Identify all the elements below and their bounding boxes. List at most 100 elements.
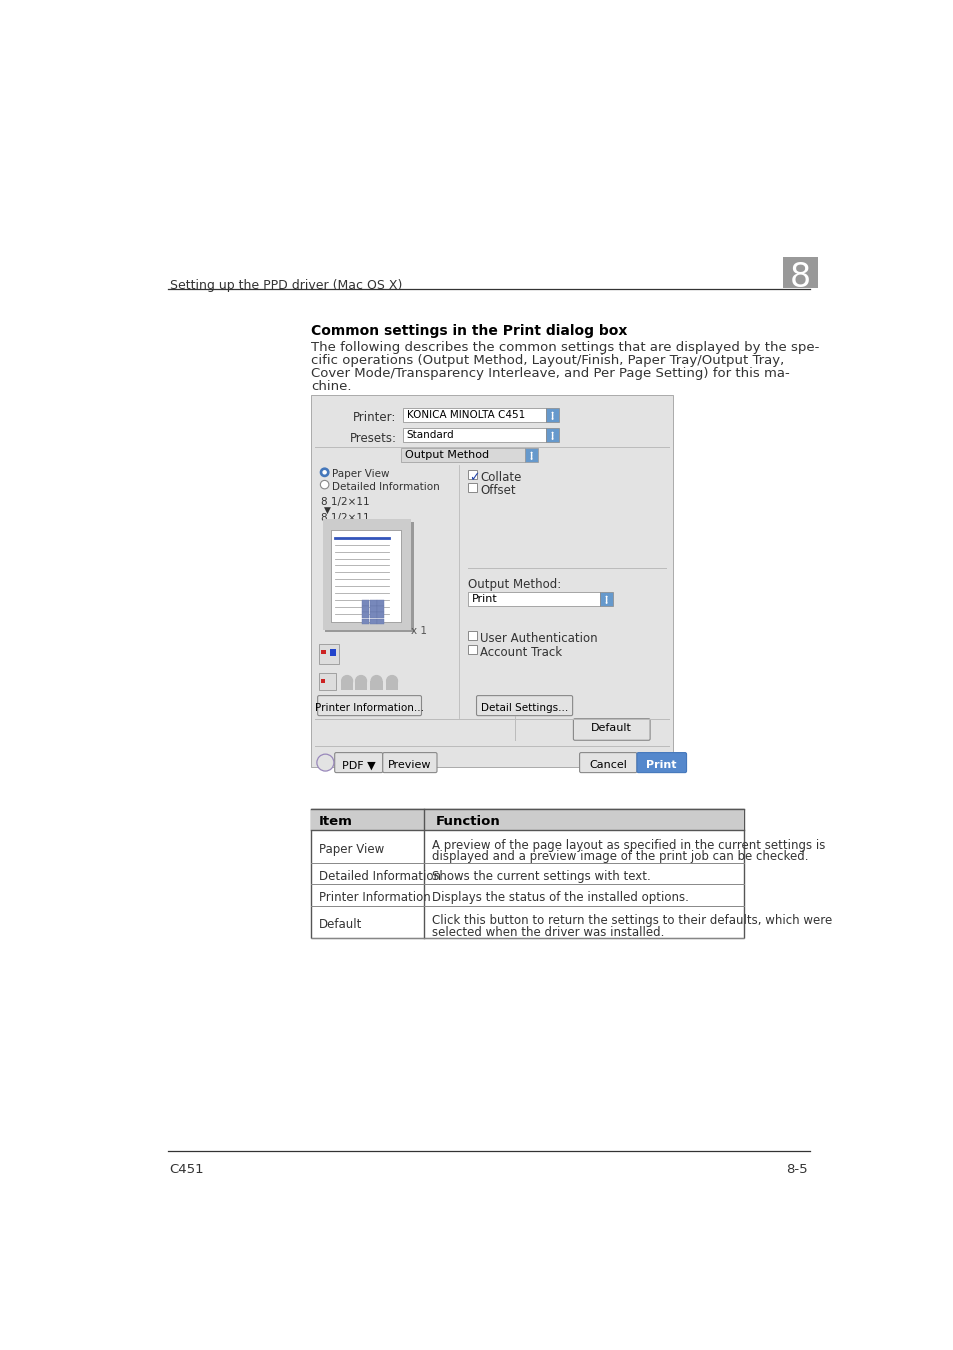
Text: selected when the driver was installed.: selected when the driver was installed. <box>431 926 663 938</box>
FancyBboxPatch shape <box>524 448 537 462</box>
FancyBboxPatch shape <box>331 531 400 622</box>
Circle shape <box>320 481 329 489</box>
FancyBboxPatch shape <box>377 601 384 606</box>
FancyBboxPatch shape <box>468 645 476 653</box>
FancyBboxPatch shape <box>546 428 558 443</box>
Text: 8 1/2×11: 8 1/2×11 <box>320 513 369 522</box>
Text: Preview: Preview <box>388 760 431 771</box>
Text: Default: Default <box>590 722 631 733</box>
FancyBboxPatch shape <box>579 752 637 772</box>
Text: cific operations (Output Method, Layout/Finish, Paper Tray/Output Tray,: cific operations (Output Method, Layout/… <box>311 354 784 367</box>
Text: x 1: x 1 <box>411 626 427 636</box>
FancyBboxPatch shape <box>361 613 369 618</box>
FancyBboxPatch shape <box>400 448 524 462</box>
Text: Account Track: Account Track <box>480 645 562 659</box>
Text: Detailed Information: Detailed Information <box>319 869 440 883</box>
Text: chine.: chine. <box>311 379 352 393</box>
Text: ▼: ▼ <box>323 505 331 514</box>
FancyBboxPatch shape <box>782 256 817 288</box>
Text: displayed and a preview image of the print job can be checked.: displayed and a preview image of the pri… <box>431 850 807 864</box>
FancyBboxPatch shape <box>311 809 743 830</box>
Text: Printer Information...: Printer Information... <box>314 703 424 713</box>
Text: C451: C451 <box>170 1162 204 1176</box>
Text: 8 1/2×11: 8 1/2×11 <box>320 497 369 508</box>
Text: Displays the status of the installed options.: Displays the status of the installed opt… <box>431 891 688 904</box>
Text: Paper View: Paper View <box>319 842 384 856</box>
FancyBboxPatch shape <box>573 718 649 740</box>
FancyBboxPatch shape <box>385 680 397 690</box>
Text: Detailed Information: Detailed Information <box>332 482 439 491</box>
FancyBboxPatch shape <box>468 593 599 606</box>
FancyBboxPatch shape <box>476 695 572 716</box>
Text: Paper View: Paper View <box>332 470 390 479</box>
FancyBboxPatch shape <box>323 520 411 630</box>
FancyBboxPatch shape <box>325 521 414 632</box>
FancyBboxPatch shape <box>546 409 558 423</box>
Text: Click this button to return the settings to their defaults, which were: Click this button to return the settings… <box>431 914 831 927</box>
Text: Print: Print <box>646 760 677 771</box>
Text: Item: Item <box>319 815 353 828</box>
FancyBboxPatch shape <box>599 593 612 606</box>
FancyBboxPatch shape <box>330 649 335 656</box>
Text: ⬇: ⬇ <box>528 456 534 460</box>
Text: 8: 8 <box>789 261 810 293</box>
FancyBboxPatch shape <box>361 606 369 612</box>
Text: Common settings in the Print dialog box: Common settings in the Print dialog box <box>311 324 627 338</box>
Text: ✓: ✓ <box>468 471 478 483</box>
Text: PDF ▼: PDF ▼ <box>341 760 375 771</box>
FancyBboxPatch shape <box>468 470 476 479</box>
FancyBboxPatch shape <box>335 752 382 772</box>
FancyBboxPatch shape <box>319 674 335 690</box>
Circle shape <box>355 675 366 686</box>
Circle shape <box>371 675 381 686</box>
Text: Printer:: Printer: <box>353 412 396 424</box>
Text: Default: Default <box>319 918 362 932</box>
FancyBboxPatch shape <box>311 394 672 767</box>
Text: ⬇: ⬇ <box>550 416 555 421</box>
Text: Offset: Offset <box>480 483 516 497</box>
Circle shape <box>316 755 334 771</box>
Text: Function: Function <box>435 815 499 828</box>
FancyBboxPatch shape <box>311 809 743 938</box>
Text: Printer Information: Printer Information <box>319 891 431 904</box>
Text: ⬇: ⬇ <box>550 436 555 441</box>
Text: ⬇: ⬇ <box>603 599 608 605</box>
FancyBboxPatch shape <box>468 483 476 493</box>
Text: Collate: Collate <box>480 471 521 483</box>
FancyBboxPatch shape <box>468 630 476 640</box>
FancyBboxPatch shape <box>317 695 421 716</box>
Circle shape <box>386 675 397 686</box>
FancyBboxPatch shape <box>320 651 326 653</box>
FancyBboxPatch shape <box>369 606 376 612</box>
Text: User Authentication: User Authentication <box>480 632 598 645</box>
Circle shape <box>320 468 329 477</box>
FancyBboxPatch shape <box>361 618 369 624</box>
FancyBboxPatch shape <box>369 618 376 624</box>
Circle shape <box>323 471 326 474</box>
Text: Print: Print <box>472 594 497 603</box>
FancyBboxPatch shape <box>320 679 325 683</box>
Text: ⬆: ⬆ <box>603 597 608 601</box>
FancyBboxPatch shape <box>355 680 367 690</box>
FancyBboxPatch shape <box>377 618 384 624</box>
FancyBboxPatch shape <box>382 752 436 772</box>
Text: The following describes the common settings that are displayed by the spe-: The following describes the common setti… <box>311 340 819 354</box>
Text: A preview of the page layout as specified in the current settings is: A preview of the page layout as specifie… <box>431 838 824 852</box>
FancyBboxPatch shape <box>402 409 546 423</box>
FancyBboxPatch shape <box>377 606 384 612</box>
FancyBboxPatch shape <box>340 680 353 690</box>
Text: Cancel: Cancel <box>589 760 626 771</box>
Text: Standard: Standard <box>406 429 454 440</box>
FancyBboxPatch shape <box>369 613 376 618</box>
Text: KONICA MINOLTA C451: KONICA MINOLTA C451 <box>406 410 524 420</box>
Text: Cover Mode/Transparency Interleave, and Per Page Setting) for this ma-: Cover Mode/Transparency Interleave, and … <box>311 367 789 379</box>
FancyBboxPatch shape <box>369 601 376 606</box>
FancyBboxPatch shape <box>402 428 546 443</box>
FancyBboxPatch shape <box>377 613 384 618</box>
Text: Output Method: Output Method <box>405 450 489 460</box>
FancyBboxPatch shape <box>319 644 339 664</box>
Text: ⬆: ⬆ <box>528 452 534 458</box>
FancyBboxPatch shape <box>637 752 686 772</box>
Text: Detail Settings...: Detail Settings... <box>480 703 568 713</box>
Text: ⬆: ⬆ <box>550 412 555 417</box>
